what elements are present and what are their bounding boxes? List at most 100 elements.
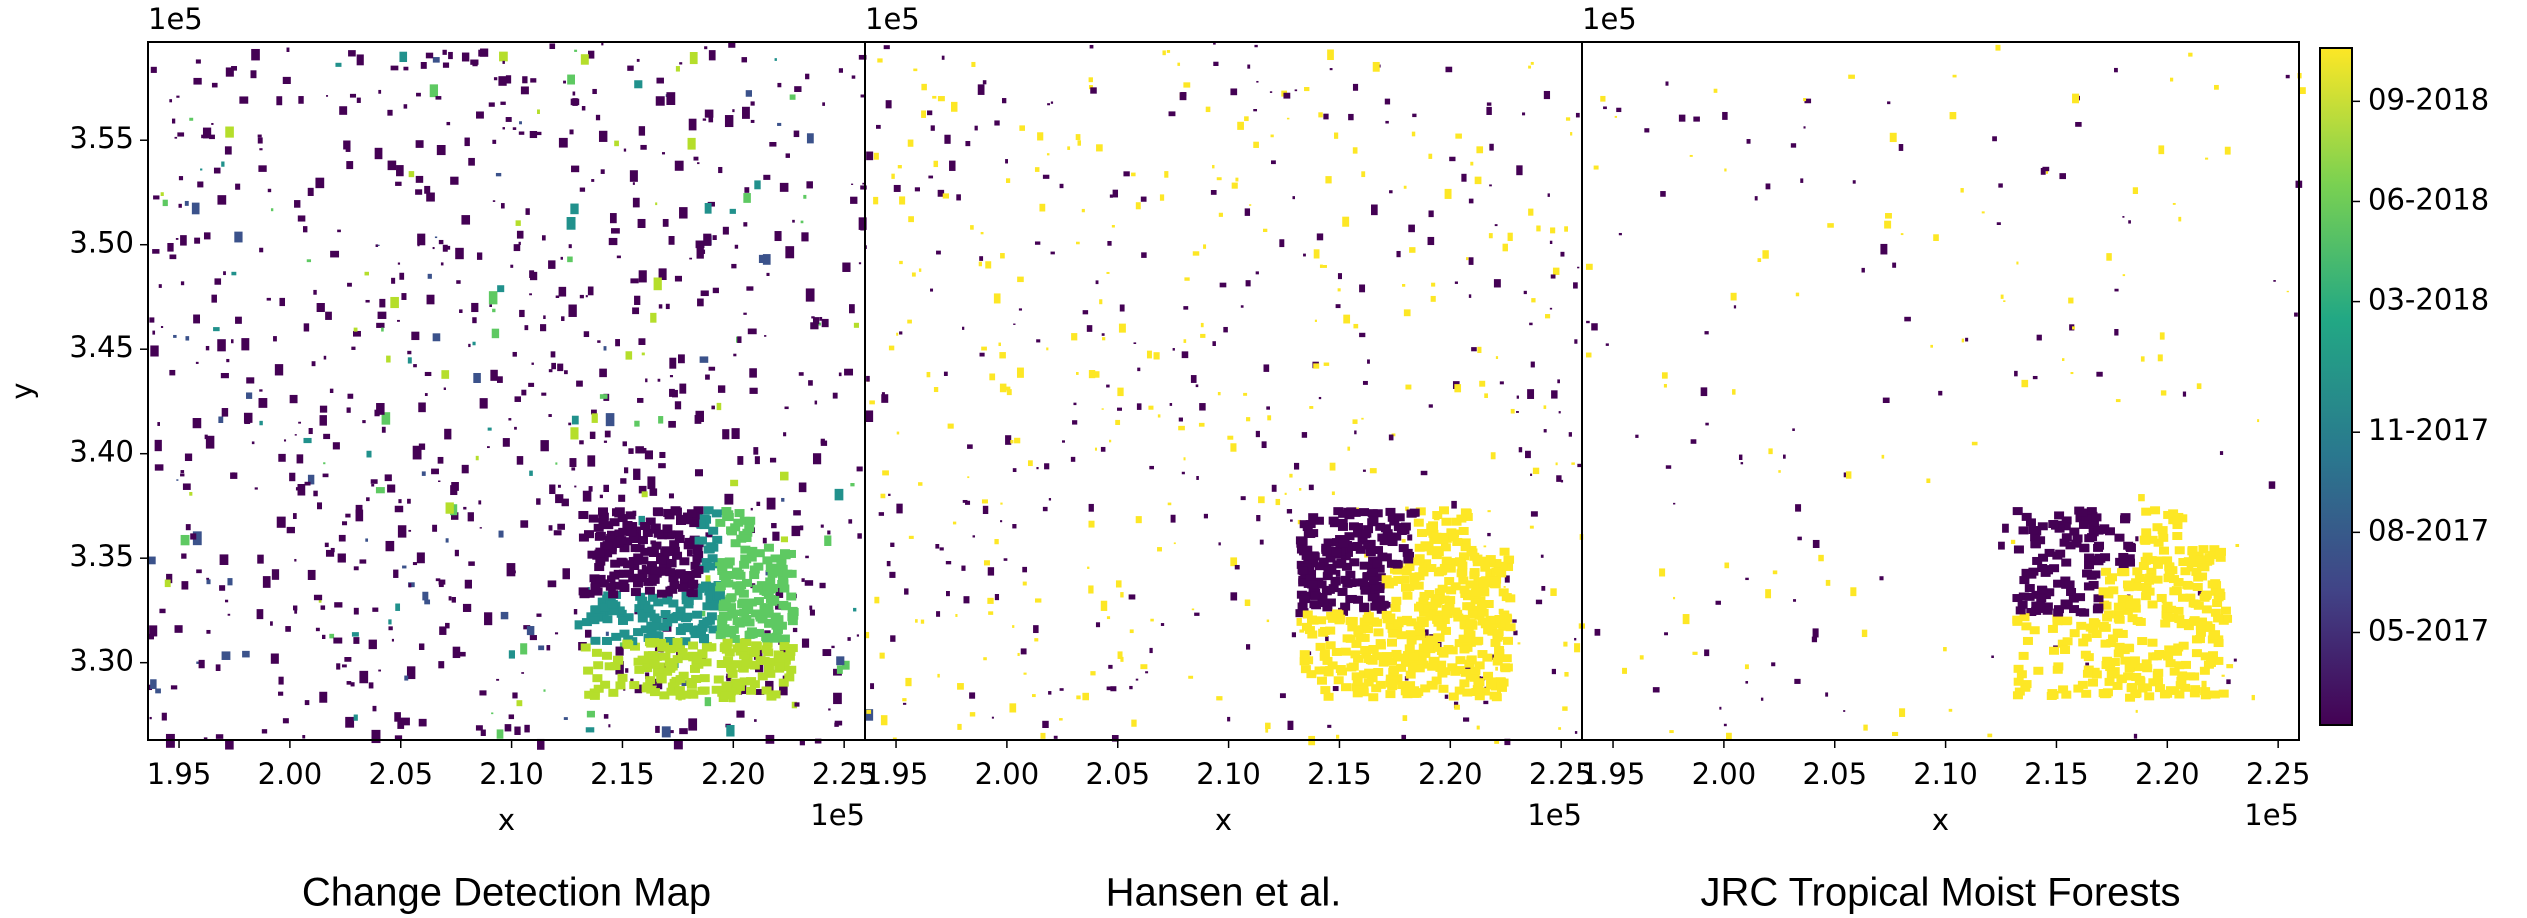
- pixel: [395, 506, 403, 512]
- pixel: [1039, 204, 1045, 212]
- pixel: [438, 661, 444, 668]
- pixel: [961, 566, 965, 571]
- pixel: [665, 568, 675, 576]
- pixel: [426, 193, 435, 202]
- pixel: [1574, 638, 1576, 640]
- pixel: [418, 244, 420, 246]
- pixel: [1792, 428, 1795, 431]
- pixel: [776, 559, 786, 567]
- pixel: [2128, 220, 2131, 223]
- pixel: [2214, 639, 2224, 647]
- pixel: [1353, 84, 1358, 91]
- pixel: [650, 313, 656, 323]
- pixel: [2196, 555, 2206, 563]
- pixel: [951, 102, 957, 112]
- pixel: [870, 683, 874, 689]
- pixel: [465, 580, 472, 589]
- pixel: [407, 499, 411, 504]
- pixel: [915, 187, 920, 191]
- pixel: [334, 602, 342, 607]
- pixel: [989, 373, 995, 380]
- x-axis-label: x: [498, 803, 515, 837]
- pixel: [1000, 520, 1002, 522]
- pixel: [2073, 685, 2083, 693]
- pixel: [2002, 524, 2009, 533]
- pixel: [1797, 537, 1801, 541]
- pixel: [2124, 644, 2134, 652]
- pixel: [1090, 87, 1097, 93]
- pixel: [1679, 115, 1685, 122]
- pixel: [586, 727, 595, 732]
- pixel: [594, 524, 604, 532]
- pixel: [225, 127, 234, 138]
- pixel: [810, 610, 815, 616]
- pixel: [732, 428, 740, 439]
- pixel: [688, 642, 698, 650]
- pixel: [1372, 619, 1382, 627]
- pixel: [735, 245, 738, 249]
- pixel: [1134, 342, 1137, 344]
- pixel: [2131, 673, 2141, 681]
- colorbar: [2320, 48, 2352, 725]
- pixel: [502, 61, 504, 64]
- pixel: [324, 356, 327, 360]
- pixel: [1230, 88, 1237, 95]
- pixel: [151, 67, 157, 73]
- pixel: [2114, 649, 2124, 657]
- pixel: [570, 204, 578, 215]
- pixel: [325, 312, 332, 320]
- pixel: [1560, 252, 1564, 257]
- pixel: [1377, 553, 1387, 561]
- pixel: [1272, 485, 1277, 492]
- pixel: [2198, 545, 2208, 553]
- y-offset: 1e5: [1582, 2, 1637, 36]
- pixel: [1170, 403, 1172, 406]
- pixel: [736, 572, 746, 580]
- pixel: [530, 78, 536, 82]
- pixel: [1290, 519, 1293, 521]
- pixel: [805, 74, 809, 80]
- pixel: [1247, 65, 1250, 69]
- x-axis-label: x: [1215, 803, 1232, 837]
- pixel: [597, 340, 600, 343]
- pixel: [1486, 107, 1491, 115]
- pixel: [762, 556, 772, 564]
- pixel: [354, 328, 358, 332]
- pixel: [1402, 568, 1412, 576]
- pixel: [192, 203, 200, 215]
- pixel: [1504, 586, 1506, 588]
- pixel: [1470, 667, 1480, 675]
- pixel: [206, 630, 210, 634]
- pixel: [259, 248, 263, 253]
- x-tick-label: 2.15: [1307, 757, 1372, 791]
- pixel: [419, 443, 425, 449]
- pixel: [1000, 253, 1005, 258]
- pixel: [1551, 274, 1556, 278]
- pixel: [337, 230, 341, 233]
- pixel: [1336, 559, 1346, 567]
- pixel: [360, 559, 367, 563]
- pixel: [737, 336, 741, 343]
- pixel: [1088, 585, 1093, 593]
- pixel: [294, 200, 300, 208]
- pixel: [1017, 368, 1024, 378]
- pixel: [1393, 654, 1403, 662]
- pixel: [342, 521, 347, 525]
- pixel: [503, 127, 505, 129]
- pixel: [1408, 225, 1415, 233]
- pixel: [702, 658, 712, 666]
- x-offset: 1e5: [810, 798, 865, 832]
- pixel: [1018, 653, 1020, 656]
- pixel: [1361, 418, 1363, 420]
- pixel: [640, 522, 650, 530]
- pixel: [944, 372, 948, 376]
- pixel: [884, 45, 890, 49]
- pixel: [709, 50, 716, 60]
- pixel: [608, 689, 618, 697]
- pixel: [546, 645, 550, 650]
- pixel: [181, 535, 190, 545]
- pixel: [666, 304, 670, 309]
- pixel: [828, 708, 830, 710]
- pixel: [1544, 405, 1547, 409]
- pixel: [2093, 605, 2103, 613]
